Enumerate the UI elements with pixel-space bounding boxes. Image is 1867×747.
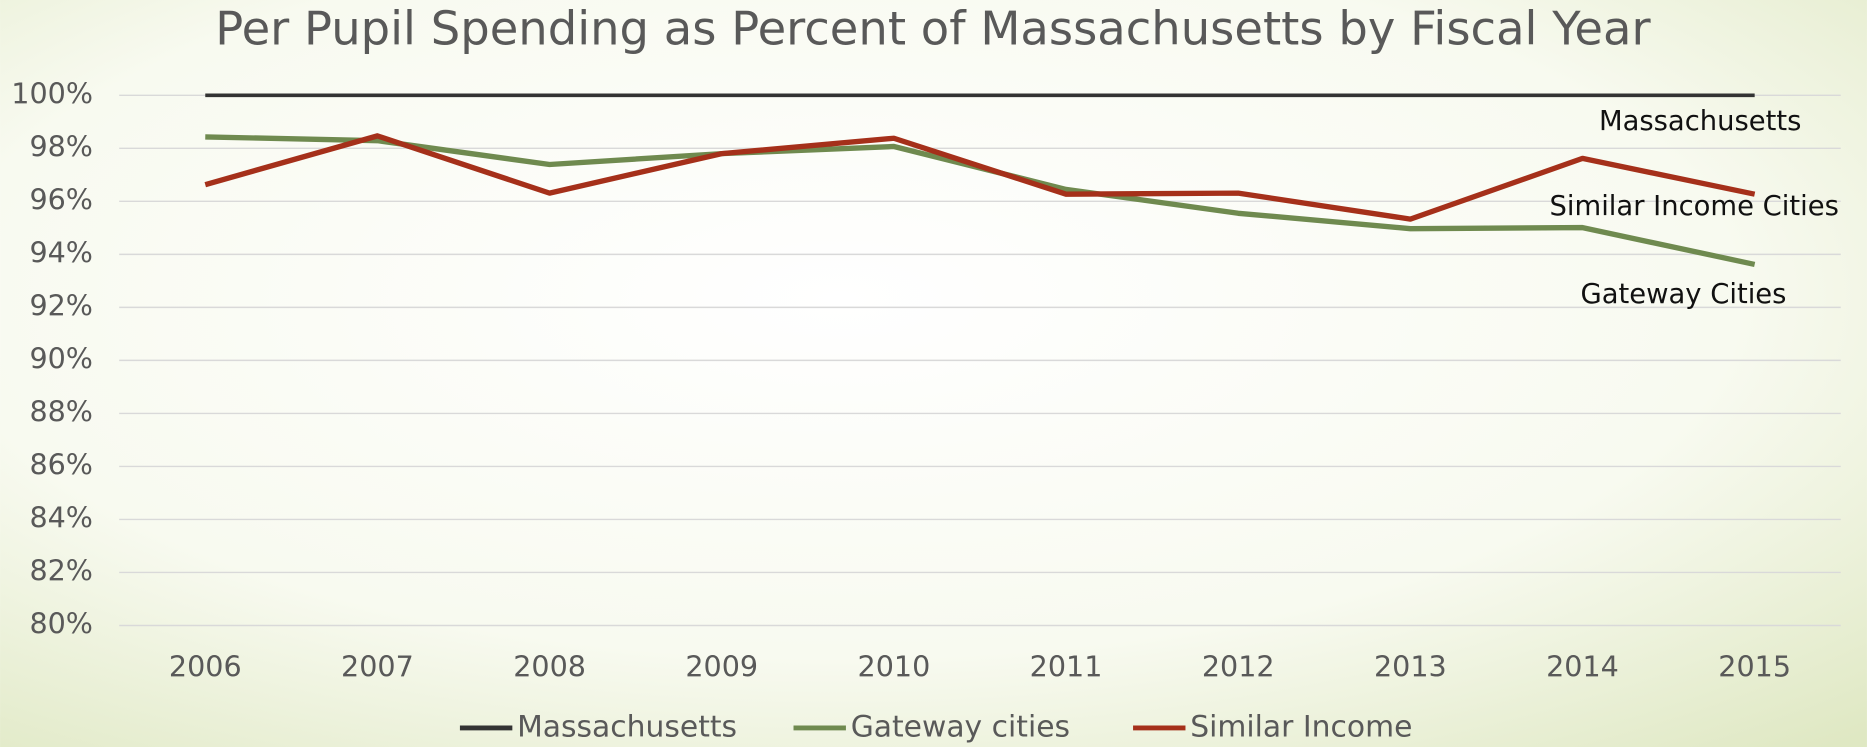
legend-label: Gateway cities <box>851 709 1070 744</box>
y-tick-label: 84% <box>29 500 93 534</box>
x-tick-label: 2010 <box>858 649 931 683</box>
x-tick-label: 2006 <box>169 649 242 683</box>
y-tick-label: 80% <box>29 606 93 640</box>
y-tick-label: 88% <box>29 394 93 428</box>
annotation: Similar Income Cities <box>1550 191 1839 222</box>
x-tick-label: 2011 <box>1030 649 1103 683</box>
annotation: Massachusetts <box>1599 106 1801 137</box>
series-line <box>204 133 1756 222</box>
chart-title: Per Pupil Spending as Percent of Massach… <box>215 2 1651 56</box>
y-tick-label: 96% <box>29 182 93 216</box>
x-tick-label: 2007 <box>341 649 414 683</box>
y-tick-label: 98% <box>29 129 93 163</box>
y-tick-label: 86% <box>29 447 93 481</box>
legend-label: Massachusetts <box>517 709 737 744</box>
y-tick-label: 90% <box>29 341 93 375</box>
y-tick-label: 100% <box>11 76 93 110</box>
y-tick-label: 92% <box>29 288 93 322</box>
x-tick-label: 2014 <box>1546 649 1619 683</box>
x-tick-label: 2009 <box>685 649 758 683</box>
x-tick-label: 2008 <box>513 649 586 683</box>
x-tick-label: 2012 <box>1202 649 1275 683</box>
y-tick-label: 94% <box>29 235 93 269</box>
x-tick-label: 2015 <box>1718 649 1791 683</box>
legend-label: Similar Income <box>1190 709 1412 744</box>
x-tick-label: 2013 <box>1374 649 1447 683</box>
y-tick-label: 82% <box>29 553 93 587</box>
annotation: Gateway Cities <box>1581 279 1787 310</box>
